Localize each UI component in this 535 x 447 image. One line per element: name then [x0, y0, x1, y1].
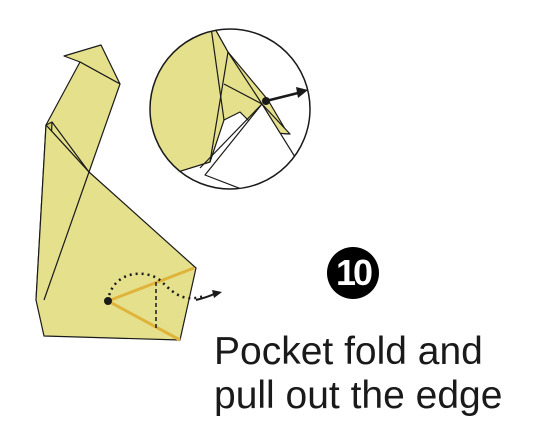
instruction-line-1: Pocket fold and — [214, 330, 483, 373]
detail-inset — [149, 28, 311, 190]
fold-line-upper — [107, 266, 195, 303]
pivot-point — [104, 297, 112, 305]
inset-crease-3 — [223, 83, 263, 105]
inset-arrowhead-icon — [296, 87, 308, 98]
instruction-line-2: pull out the edge — [214, 374, 503, 417]
step-number: 10 — [335, 252, 373, 293]
pull-arrow-tail — [195, 293, 215, 301]
step-badge-circle — [327, 247, 379, 299]
pocket-fold-marks — [104, 266, 222, 342]
back-crease — [51, 121, 90, 173]
inset-border — [149, 28, 311, 190]
inset-crease-4 — [199, 103, 263, 169]
step-instruction: Pocket fold and pull out the edge — [214, 330, 529, 418]
inset-crease-1 — [209, 51, 229, 163]
fold-line-lower — [107, 299, 181, 342]
inset-crease-2 — [227, 51, 263, 105]
inset-arrow-line — [265, 91, 299, 103]
arrowhead-icon — [212, 290, 222, 298]
origami-model — [35, 44, 197, 341]
inset-pivot-point — [262, 97, 270, 105]
step-number-badge: 10 — [327, 247, 379, 299]
neck-crease — [43, 171, 90, 301]
